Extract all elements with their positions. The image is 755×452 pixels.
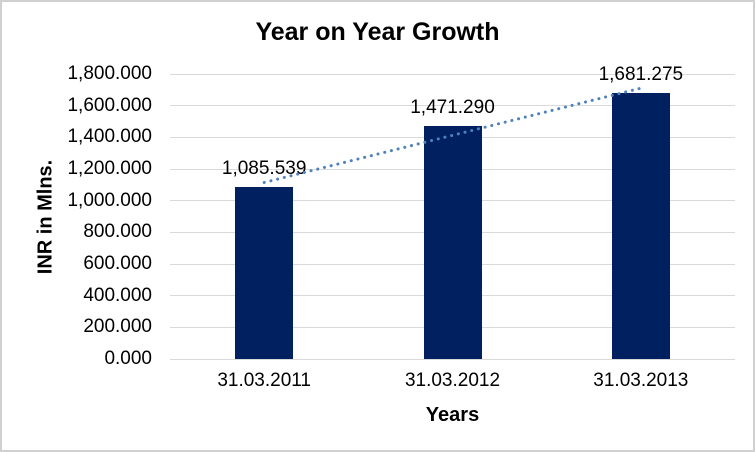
y-tick-label: 200.000 (83, 316, 152, 338)
gridline (170, 358, 735, 360)
y-tick-label: 800.000 (83, 221, 152, 243)
gridline (170, 73, 735, 75)
y-tick-label: 1,800.000 (67, 63, 152, 84)
data-label: 1,681.275 (598, 63, 684, 85)
bar (235, 187, 294, 359)
x-axis-title: Years (425, 404, 480, 426)
chart-title: Year on Year Growth (255, 18, 500, 46)
y-tick-label: 600.000 (83, 253, 152, 274)
trendline (262, 86, 643, 184)
y-tick-label: 400.000 (83, 284, 152, 306)
y-axis-ticks: 1,800.000 1,600.000 1,400.000 1,200.000 1,00… (2, 63, 154, 369)
x-tick-label: 31.03.2011 (217, 370, 311, 391)
data-label: 1,471.290 (410, 97, 495, 119)
y-tick-label: 1,200.000 (67, 158, 152, 179)
x-tick-label: 31.03.2013 (593, 370, 689, 391)
y-tick-label: 1,400.000 (67, 126, 152, 148)
bar (611, 92, 670, 359)
plot-area: 1,085.539 1,471.290 1,681.275 (170, 64, 735, 360)
x-axis-ticks: 31.03.2011 31.03.2012 31.03.2013 (170, 370, 735, 394)
data-label: 1,085.539 (221, 158, 307, 180)
y-tick-label: 1,600.000 (67, 94, 152, 116)
y-tick-label: 1,000.000 (67, 189, 152, 211)
gridline (170, 105, 735, 107)
x-tick-label: 31.03.2012 (404, 370, 501, 391)
y-tick-label: 0.000 (104, 348, 152, 369)
bar (423, 126, 482, 359)
